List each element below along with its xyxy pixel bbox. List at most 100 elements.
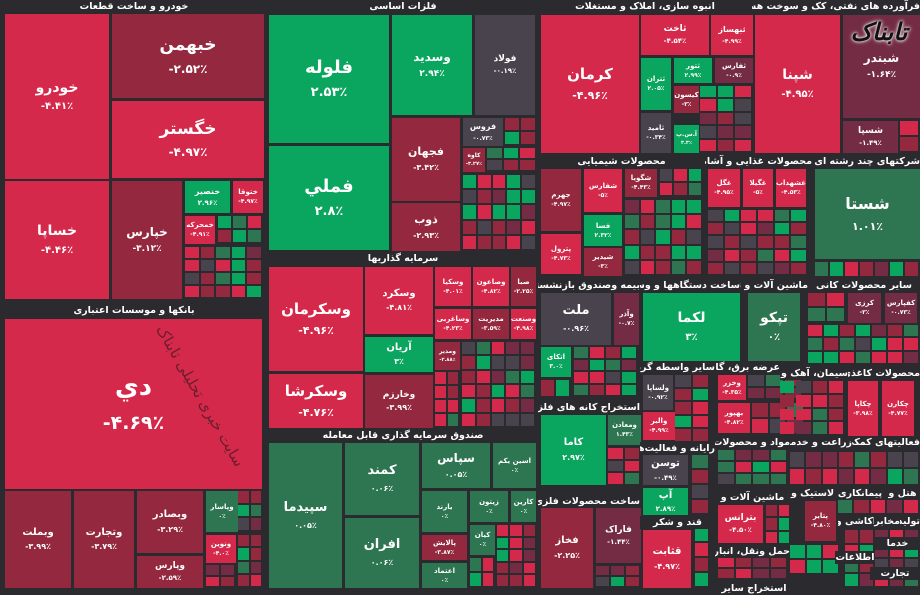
stock-tile-small[interactable] [845,262,858,276]
stock-tile-small[interactable] [692,500,708,513]
stock-tile-small[interactable] [238,504,249,517]
stock-tile-small[interactable] [741,249,756,261]
stock-tile-small[interactable] [238,548,249,560]
stock-tile-small[interactable] [888,351,902,363]
stock-tile-small[interactable] [476,385,490,398]
stock-tile[interactable]: لکما ۳٪ [643,293,740,361]
stock-tile-small[interactable] [248,216,261,228]
stock-tile-small[interactable] [900,137,918,151]
stock-tile-small[interactable] [735,86,751,98]
stock-tile-small[interactable] [522,235,535,249]
stock-tile-small[interactable] [522,175,535,189]
stock-tile[interactable]: خپارس -۳.۱۲٪ [112,181,182,299]
stock-tile[interactable]: کاما ۲.۹۷٪ [541,415,606,485]
stock-tile-small[interactable] [250,504,261,517]
stock-tile-small[interactable] [482,573,493,586]
stock-tile-small[interactable] [510,550,522,561]
stock-tile-small[interactable] [812,422,827,434]
stock-tile-small[interactable] [796,422,811,434]
stock-tile-small[interactable] [717,86,734,98]
stock-tile-small[interactable] [507,205,521,219]
stock-tile-small[interactable] [463,235,476,249]
stock-tile-small[interactable] [774,210,790,222]
stock-tile-small[interactable] [656,260,670,274]
stock-tile[interactable]: قثابت -۴.۹۷٪ [643,530,691,588]
stock-tile[interactable]: فلوله ۲.۵۳٪ [269,15,389,143]
stock-tile-small[interactable] [708,236,723,248]
stock-tile-small[interactable] [840,338,854,350]
stock-tile-small[interactable] [506,356,520,369]
stock-tile-small[interactable] [748,375,765,386]
stock-tile[interactable]: توسن -۰.۴۹٪ [643,455,688,485]
stock-tile[interactable]: فسا ۲.۳۲٪ [584,215,622,246]
stock-tile[interactable]: غشهداب -۴.۵۳٪ [776,169,806,207]
stock-tile-small[interactable] [622,384,636,395]
stock-tile-small[interactable] [250,548,261,560]
stock-tile[interactable]: وبملت -۳.۹۹٪ [5,491,71,588]
stock-tile[interactable]: ثبهساز -۴.۹۹٪ [711,15,753,55]
stock-tile-small[interactable] [675,375,691,387]
stock-tile-small[interactable] [735,474,751,484]
stock-tile-small[interactable] [506,370,520,383]
stock-tile-small[interactable] [791,236,806,248]
stock-tile-small[interactable] [435,386,446,398]
stock-tile-small[interactable] [476,399,490,412]
stock-tile-small[interactable] [687,215,701,229]
stock-tile-small[interactable] [185,260,199,271]
stock-tile-small[interactable] [463,205,476,219]
stock-tile-small[interactable] [824,325,838,337]
stock-tile-small[interactable] [735,99,751,111]
stock-tile-small[interactable] [812,394,827,407]
stock-tile-small[interactable] [752,419,768,433]
stock-tile-small[interactable] [856,338,870,350]
stock-tile-small[interactable] [790,469,805,484]
stock-tile-small[interactable] [717,139,734,151]
stock-tile-small[interactable] [477,205,491,219]
stock-tile[interactable]: اسین یکم ۰٪ [493,443,536,488]
stock-tile-small[interactable] [606,372,620,383]
stock-tile-small[interactable] [250,574,261,586]
stock-tile-small[interactable] [462,385,475,398]
stock-tile-small[interactable] [827,308,844,321]
stock-tile[interactable]: ذوب -۲.۹۳٪ [392,203,460,251]
stock-tile-small[interactable] [503,148,519,158]
stock-tile[interactable]: خودرو -۴.۴۱٪ [5,14,109,179]
stock-tile-small[interactable] [845,573,858,586]
stock-tile[interactable]: تپکو ۰٪ [748,293,800,361]
stock-tile-small[interactable] [200,260,215,271]
stock-tile[interactable]: ختوقا -۴.۹۷٪ [233,181,263,213]
stock-tile-small[interactable] [778,505,789,517]
stock-tile-small[interactable] [521,132,535,144]
stock-tile-small[interactable] [521,342,534,355]
stock-tile[interactable]: وسکرمان -۴.۹۶٪ [269,267,363,371]
stock-tile-small[interactable] [521,385,534,398]
stock-tile[interactable]: خمحرکه -۴.۹۱٪ [185,216,215,244]
stock-tile-small[interactable] [735,462,751,472]
stock-tile-small[interactable] [700,99,716,111]
stock-tile[interactable]: سپاس ۰.۰۵٪ [422,443,490,488]
stock-tile[interactable]: شیدیر -۳٪ [584,248,622,276]
stock-tile-small[interactable] [692,429,708,441]
stock-tile[interactable]: کارین ۰٪ [511,491,536,522]
stock-tile-small[interactable] [640,260,655,274]
stock-tile[interactable]: وصنعت -۴.۹۸٪ [511,309,536,339]
stock-tile-small[interactable] [766,375,783,386]
stock-tile-small[interactable] [671,260,686,274]
stock-tile[interactable]: پترول -۴.۷۳٪ [541,234,581,274]
stock-tile-small[interactable] [770,558,786,567]
stock-tile-small[interactable] [741,236,756,248]
stock-tile-small[interactable] [233,216,246,228]
stock-tile-small[interactable] [507,220,521,234]
stock-tile-small[interactable] [574,372,588,383]
stock-tile-small[interactable] [717,126,734,138]
stock-tile-small[interactable] [238,535,249,547]
stock-tile-small[interactable] [838,452,853,467]
stock-tile-small[interactable] [611,577,624,586]
stock-tile-small[interactable] [812,381,827,393]
stock-tile-small[interactable] [822,469,837,484]
stock-tile-small[interactable] [774,223,790,235]
stock-tile[interactable]: پالایش -۳.۸۷٪ [422,535,467,560]
stock-tile-small[interactable] [695,573,708,586]
stock-tile-small[interactable] [590,372,604,383]
stock-tile-small[interactable] [660,183,673,195]
